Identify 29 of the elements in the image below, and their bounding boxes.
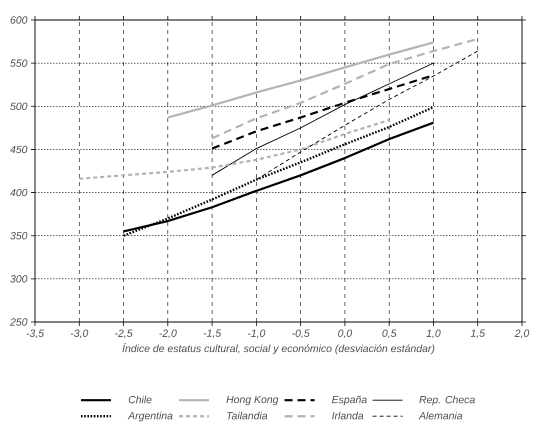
legend-label: Hong Kong bbox=[226, 396, 278, 406]
y-tick-label: 300 bbox=[10, 275, 28, 283]
legend-label: Chile bbox=[128, 396, 152, 404]
x-tick-label: -3,5 bbox=[26, 330, 44, 338]
y-tick-label: 450 bbox=[10, 146, 28, 154]
x-tick-label: 0,0 bbox=[338, 330, 352, 338]
y-tick-label: 550 bbox=[10, 59, 28, 67]
legend-label: Argentina bbox=[128, 412, 173, 422]
x-tick-label: -0,5 bbox=[292, 330, 310, 338]
x-tick-label: -1,5 bbox=[204, 330, 222, 338]
x-tick-label: -1,0 bbox=[248, 330, 266, 338]
x-tick-label: 1,0 bbox=[426, 330, 441, 338]
y-tick-label: 400 bbox=[10, 188, 28, 196]
x-axis-title: Índice de estatus cultural, social y económico (desviación estándar) bbox=[122, 343, 434, 354]
x-tick-label: 1,5 bbox=[470, 330, 486, 338]
legend-label: España bbox=[332, 396, 367, 406]
legend-label: Irlanda bbox=[332, 412, 364, 420]
x-tick-label: 2,0 bbox=[514, 330, 530, 338]
legend-label: Rep. Checa bbox=[419, 396, 475, 406]
y-tick-label: 600 bbox=[10, 16, 28, 24]
legend-label: Tailandia bbox=[227, 412, 268, 420]
legend-label: Alemania bbox=[418, 412, 462, 420]
x-tick-label: -2,0 bbox=[159, 330, 177, 338]
y-tick-label: 350 bbox=[10, 232, 28, 240]
x-tick-label: 0,5 bbox=[382, 330, 396, 338]
y-tick-label: 500 bbox=[10, 102, 28, 110]
x-tick-label: -2,5 bbox=[115, 330, 133, 338]
x-tick-label: -3,0 bbox=[70, 330, 88, 338]
y-tick-label: 250 bbox=[10, 318, 28, 326]
